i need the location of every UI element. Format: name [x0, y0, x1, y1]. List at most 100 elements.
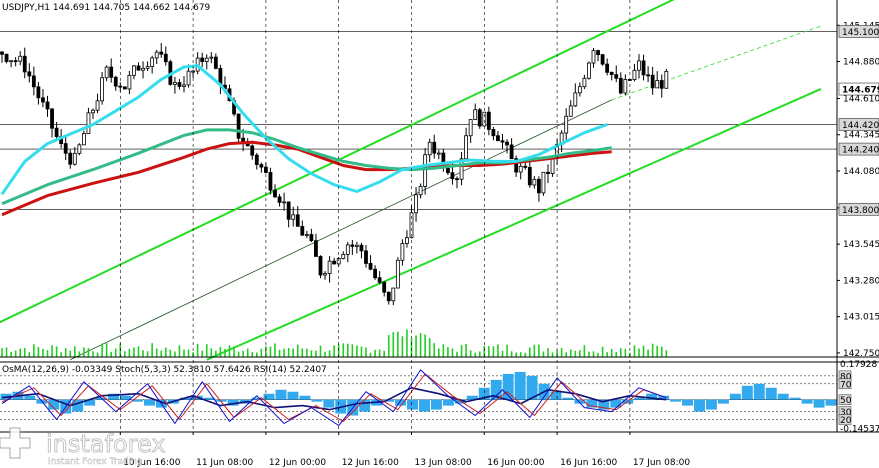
candle-body	[91, 109, 95, 114]
price-marker-label: 144.240	[842, 146, 879, 156]
candle-body	[41, 97, 45, 103]
candle-body	[605, 63, 610, 73]
candle	[18, 51, 23, 66]
price-marker-label: 145.100	[842, 28, 879, 38]
osma-bar	[287, 391, 299, 400]
candle	[391, 287, 396, 306]
osma-bar	[132, 399, 143, 402]
candle	[45, 95, 50, 117]
candle	[200, 52, 205, 67]
candle-body	[646, 74, 650, 77]
indicator-level-label: 80	[840, 372, 852, 382]
candle	[95, 93, 100, 114]
candle-body	[295, 214, 300, 227]
candle-body	[309, 234, 314, 242]
osma-bar	[430, 399, 442, 410]
candle-body	[314, 240, 318, 257]
candle	[591, 47, 596, 68]
osma-bar	[395, 399, 407, 406]
time-tick-label: 10 Jun 16:00	[123, 458, 180, 468]
candle	[295, 206, 300, 227]
candle-body	[141, 67, 145, 71]
candle	[345, 241, 350, 263]
price-marker: 144.420	[838, 118, 879, 131]
candle-body	[587, 62, 591, 79]
candle-body	[250, 145, 255, 156]
candle-body	[600, 54, 605, 65]
time-tick-label: 16 Jun 00:00	[487, 458, 544, 468]
candle	[596, 49, 600, 62]
candle	[172, 76, 177, 94]
candle	[72, 147, 77, 166]
candle-body	[213, 56, 218, 69]
candle-body	[27, 71, 32, 77]
indicator-level-box	[838, 378, 852, 390]
candle-body	[432, 141, 437, 154]
main-price-panel[interactable]	[0, 0, 837, 361]
indicator-info: OsMA(12,26,9) -0.03349 Stoch(5,3,3) 52.3…	[2, 365, 327, 375]
candle	[400, 239, 405, 266]
indicator-panel[interactable]	[0, 369, 837, 426]
candle-body	[400, 243, 405, 261]
candle-body	[13, 60, 18, 63]
candle	[286, 201, 291, 228]
candle	[136, 62, 141, 71]
candle	[341, 251, 346, 260]
candle-body	[122, 86, 127, 90]
candle-body	[491, 129, 496, 137]
candle	[13, 57, 18, 67]
candle	[291, 206, 296, 227]
candle	[213, 53, 218, 70]
candle	[496, 131, 500, 142]
candle	[109, 58, 114, 83]
osma-bar	[717, 399, 729, 404]
osma-bar	[72, 399, 84, 412]
osma-bar	[454, 399, 466, 404]
osma-bar	[120, 395, 132, 400]
candle-body	[496, 135, 500, 142]
candle	[82, 130, 86, 146]
candle-body	[591, 50, 596, 64]
rsi-line	[1, 387, 667, 411]
osma-bar	[490, 379, 502, 400]
indicator-level-box	[838, 394, 852, 405]
candle-body	[136, 65, 141, 71]
candle-body	[113, 76, 118, 87]
candle	[354, 241, 359, 254]
price-tick-label: 144.610	[843, 94, 879, 104]
candle	[300, 220, 305, 236]
candle	[259, 162, 264, 173]
price-marker: 143.800	[838, 202, 879, 216]
candle	[509, 138, 514, 160]
osma-bar	[478, 387, 490, 400]
candle-body	[486, 111, 491, 130]
time-tick-label: 12 Jun 16:00	[342, 458, 399, 468]
candle-body	[0, 51, 4, 55]
candle	[664, 68, 669, 89]
candle	[491, 126, 496, 141]
indicator-level-label: 30	[840, 408, 852, 418]
candle-body	[82, 133, 86, 146]
candle-body	[291, 214, 296, 220]
candle	[373, 265, 378, 280]
candle-body	[632, 69, 637, 81]
candle-body	[191, 70, 196, 73]
time-tick-label: 12 Jun 00:00	[269, 458, 326, 468]
candle	[655, 71, 660, 89]
osma-bar	[442, 399, 454, 406]
candle-body	[286, 201, 291, 220]
candle	[236, 113, 241, 142]
candle	[546, 164, 550, 183]
candle	[500, 133, 505, 149]
candle	[537, 176, 541, 202]
osma-bar	[299, 395, 311, 400]
candle	[414, 187, 418, 222]
candle	[113, 75, 118, 91]
candle	[477, 108, 482, 129]
candle	[618, 72, 623, 95]
candle-body	[273, 189, 277, 198]
candle	[582, 74, 587, 90]
candle	[68, 149, 73, 169]
channel-line	[206, 87, 822, 361]
candle-body	[63, 143, 68, 154]
